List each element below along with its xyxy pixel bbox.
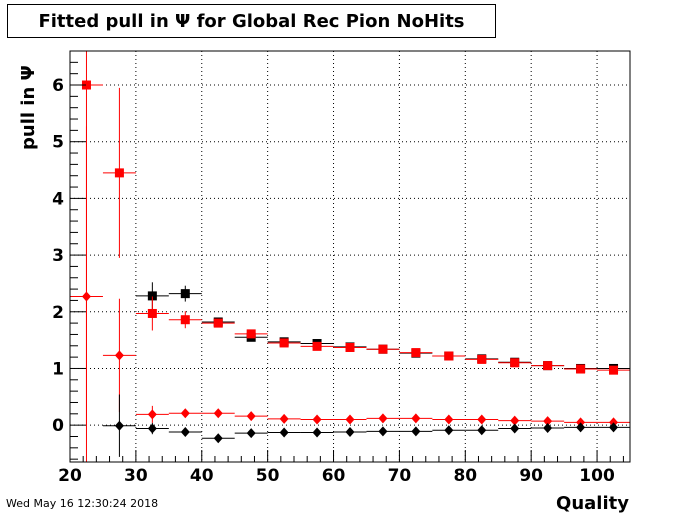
data-point-diamond	[609, 422, 619, 433]
data-point-square	[477, 354, 487, 364]
x-tick-label: 30	[124, 466, 148, 486]
data-point-square	[147, 291, 157, 301]
series-4	[102, 394, 630, 457]
data-point-diamond	[609, 417, 619, 428]
series-2	[70, 51, 630, 426]
data-point-diamond	[576, 417, 586, 428]
data-point-square	[576, 364, 586, 374]
data-point-square	[312, 341, 322, 351]
data-point-diamond	[510, 415, 520, 426]
y-tick-label: 1	[52, 359, 64, 379]
data-point-square	[279, 338, 289, 348]
chart-title: Fitted pull in Ψ for Global Rec Pion NoH…	[7, 4, 496, 38]
data-point-diamond	[279, 413, 289, 424]
y-tick-label: 5	[52, 133, 64, 153]
data-point-diamond	[345, 414, 355, 425]
series-1	[135, 282, 630, 373]
data-point-square	[246, 329, 256, 339]
data-point-diamond	[444, 425, 454, 436]
data-point-diamond	[213, 433, 223, 444]
data-point-square	[411, 348, 421, 358]
data-point-square	[213, 318, 223, 328]
y-tick-label: 3	[52, 246, 64, 266]
data-point-square	[180, 289, 190, 299]
y-tick-label: 6	[52, 76, 64, 96]
x-axis-label: Quality	[556, 493, 629, 514]
data-point-diamond	[378, 413, 388, 424]
data-point-square	[81, 80, 91, 90]
data-point-diamond	[543, 422, 553, 433]
data-point-diamond	[246, 428, 256, 439]
grid-lines	[70, 51, 630, 462]
x-tick-label: 20	[58, 466, 82, 486]
x-tick-label: 40	[190, 466, 214, 486]
data-point-diamond	[246, 411, 256, 422]
data-point-diamond	[411, 413, 421, 424]
data-point-diamond	[345, 426, 355, 437]
y-tick-label: 2	[52, 303, 64, 323]
x-tick-label: 70	[388, 466, 412, 486]
data-point-square	[444, 351, 454, 361]
datestamp: Wed May 16 12:30:24 2018	[6, 497, 159, 510]
y-axis-label: pull in Ψ	[18, 65, 39, 150]
x-tick-label: 60	[322, 466, 346, 486]
data-point-diamond	[477, 414, 487, 425]
data-point-diamond	[444, 414, 454, 425]
data-point-square	[510, 358, 520, 368]
data-point-square	[543, 361, 553, 371]
plot-frame	[69, 50, 631, 463]
data-point-diamond	[378, 426, 388, 437]
series-3	[70, 126, 630, 462]
x-tick-label: 50	[256, 466, 280, 486]
data-point-square	[609, 365, 619, 375]
data-point-diamond	[213, 408, 223, 419]
data-point-diamond	[114, 420, 124, 431]
x-tick-label: 90	[519, 466, 543, 486]
data-point-diamond	[147, 423, 157, 434]
data-point-diamond	[411, 426, 421, 437]
data-point-square	[114, 168, 124, 178]
data-point-square	[180, 315, 190, 325]
y-tick-label: 0	[52, 416, 64, 436]
data-point-diamond	[477, 425, 487, 436]
data-point-diamond	[510, 423, 520, 434]
data-point-square	[345, 342, 355, 352]
x-tick-label: 100	[579, 466, 615, 486]
data-point-diamond	[279, 427, 289, 438]
data-point-diamond	[81, 291, 91, 302]
x-tick-label: 80	[453, 466, 477, 486]
axis-ticks: 20 30 40 50 60 70 80 90 100 0 1 2 3 4 5 6	[52, 61, 624, 486]
data-point-square	[147, 308, 157, 318]
data-point-diamond	[543, 416, 553, 427]
y-tick-label: 4	[52, 189, 64, 209]
data-point-diamond	[180, 426, 190, 437]
data-point-square	[378, 344, 388, 354]
data-point-diamond	[312, 414, 322, 425]
data-point-diamond	[114, 350, 124, 361]
chart-title-text: Fitted pull in Ψ for Global Rec Pion NoH…	[38, 10, 465, 32]
data-point-diamond	[147, 409, 157, 420]
data-series	[70, 51, 630, 462]
data-point-diamond	[312, 427, 322, 438]
data-point-diamond	[180, 408, 190, 419]
data-point-diamond	[576, 422, 586, 433]
